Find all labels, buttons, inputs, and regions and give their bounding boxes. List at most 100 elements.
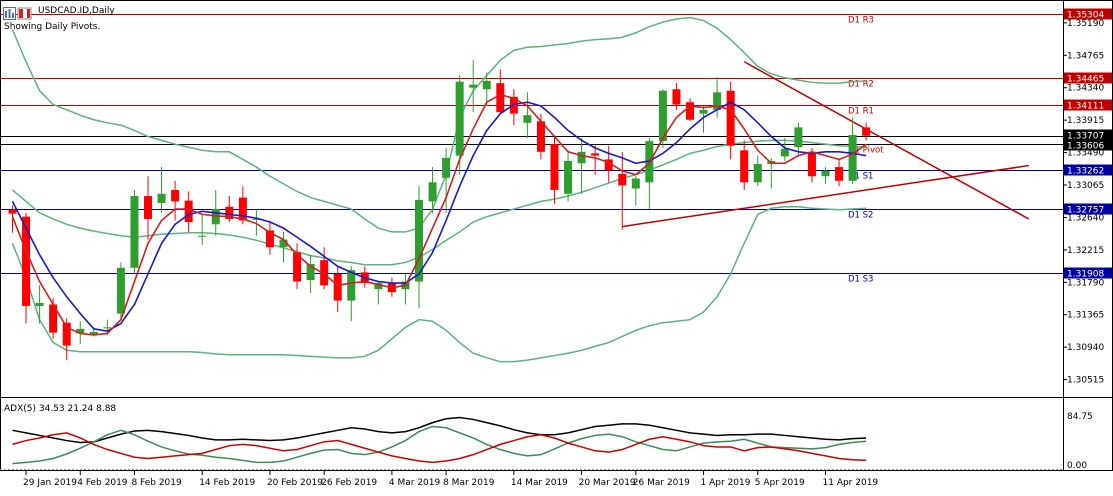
chart-window-icon	[3, 5, 33, 20]
symbol-title: USDCAD.ID,Daily	[38, 6, 115, 16]
time-tick-label: 4 Feb 2019	[77, 478, 128, 488]
candle-body	[740, 150, 749, 183]
candle-body	[265, 230, 274, 248]
current-price-label: 1.33606	[1067, 142, 1104, 152]
candle-body	[171, 189, 180, 202]
candle-body	[591, 153, 600, 156]
candle-body	[469, 84, 478, 88]
candle-body	[713, 92, 722, 110]
candle-body	[482, 80, 491, 90]
candle-body	[564, 160, 573, 194]
candle-body	[848, 135, 857, 181]
bollinger-middle	[12, 139, 867, 266]
candle-body	[442, 157, 451, 178]
time-tick-label: 14 Feb 2019	[199, 478, 255, 488]
candle-body	[333, 273, 342, 301]
price-tick-label: 1.34765	[1067, 51, 1104, 61]
pivot-line-name: D1 Pivot	[848, 146, 884, 156]
price-tick-label: 1.30940	[1067, 343, 1104, 353]
candle-body	[157, 193, 166, 203]
time-tick-label: 8 Mar 2019	[443, 478, 495, 488]
candle-body	[821, 170, 830, 177]
candle-body	[198, 235, 207, 237]
flag-icon	[17, 7, 32, 20]
ma-fast-line	[11, 93, 867, 336]
candle-body	[618, 173, 627, 186]
candle-body	[415, 199, 423, 282]
pivot-price-label: 1.35304	[1067, 11, 1104, 21]
price-tick-label: 1.31790	[1067, 278, 1104, 288]
candle-body	[523, 115, 532, 123]
candle-body	[22, 216, 31, 306]
time-tick-label: 1 Apr 2019	[701, 478, 751, 488]
candle-body	[35, 302, 44, 306]
candle-body	[49, 304, 58, 333]
pivot-price-box	[1064, 203, 1112, 215]
price-tick-label: 1.32640	[1067, 213, 1104, 223]
candle-body	[577, 151, 586, 164]
adx-tick-label: 0.00	[1067, 461, 1087, 471]
time-tick-label: 11 Apr 2019	[823, 478, 879, 488]
candle-body	[455, 81, 464, 156]
current-price-label: 1.33707	[1067, 132, 1104, 142]
trendline	[743, 61, 1030, 220]
adx-minus-di-line	[12, 432, 867, 464]
time-tick-label: 29 Jan 2019	[23, 478, 77, 488]
candle-body	[144, 196, 152, 219]
current-price-box	[1064, 139, 1112, 151]
candle-body	[306, 263, 315, 281]
candle-body	[116, 267, 125, 314]
candle-body	[184, 200, 193, 223]
time-tick-label: 20 Feb 2019	[267, 478, 323, 488]
candle-body	[8, 209, 17, 214]
adx-tick-label: 84.75	[1067, 412, 1093, 422]
candle-body	[835, 167, 844, 181]
pivot-price-label: 1.31908	[1067, 270, 1104, 280]
candle-body	[238, 197, 247, 221]
bollinger-upper	[11, 16, 867, 233]
pivot-line-name: D1 R2	[848, 80, 874, 90]
candle-body	[780, 148, 789, 157]
candle-body	[89, 331, 98, 335]
price-tick-label: 1.35190	[1067, 19, 1104, 29]
pivot-price-box	[1064, 99, 1112, 111]
time-tick-label: 26 Mar 2019	[633, 478, 690, 488]
pivot-price-label: 1.33262	[1067, 167, 1104, 177]
price-tick-label: 1.33065	[1067, 181, 1104, 191]
candle-body	[279, 239, 288, 248]
candle-body	[103, 327, 112, 329]
pivot-line-name: D1 S3	[848, 275, 873, 285]
price-tick-label: 1.30515	[1067, 376, 1104, 386]
bollinger-lower	[11, 205, 867, 363]
time-tick-label: 4 Mar 2019	[389, 478, 441, 488]
candle-body	[76, 328, 85, 334]
time-tick-label: 26 Feb 2019	[321, 478, 377, 488]
pivot-price-box	[1064, 164, 1112, 176]
time-tick-label: 20 Mar 2019	[579, 478, 636, 488]
pivot-line-name: D1 S2	[848, 211, 873, 221]
candle-body	[428, 182, 437, 202]
adx-main-line	[12, 416, 867, 444]
candle-body	[62, 322, 71, 346]
time-tick-label: 14 Mar 2019	[511, 478, 568, 488]
pivot-note: Showing Daily Pivots.	[4, 22, 101, 32]
candle-body	[130, 196, 139, 268]
candle-body	[347, 270, 356, 301]
adx-plus-di-line	[12, 425, 867, 465]
time-tick-label: 8 Feb 2019	[131, 478, 182, 488]
candle-body	[536, 121, 545, 152]
candle-body	[374, 283, 383, 290]
pivot-price-label: 1.34111	[1067, 102, 1104, 112]
pivot-line-name: D1 R1	[848, 107, 874, 117]
candle-body	[631, 178, 640, 189]
candle-body	[686, 102, 694, 120]
price-tick-label: 1.31365	[1067, 311, 1104, 321]
candle-body	[699, 109, 708, 114]
candle-body	[672, 89, 681, 105]
pivot-price-label: 1.34465	[1067, 75, 1104, 85]
candle-body	[293, 252, 302, 282]
pivot-price-box	[1064, 267, 1112, 279]
candle-body	[252, 218, 261, 220]
candle-body	[862, 127, 871, 136]
